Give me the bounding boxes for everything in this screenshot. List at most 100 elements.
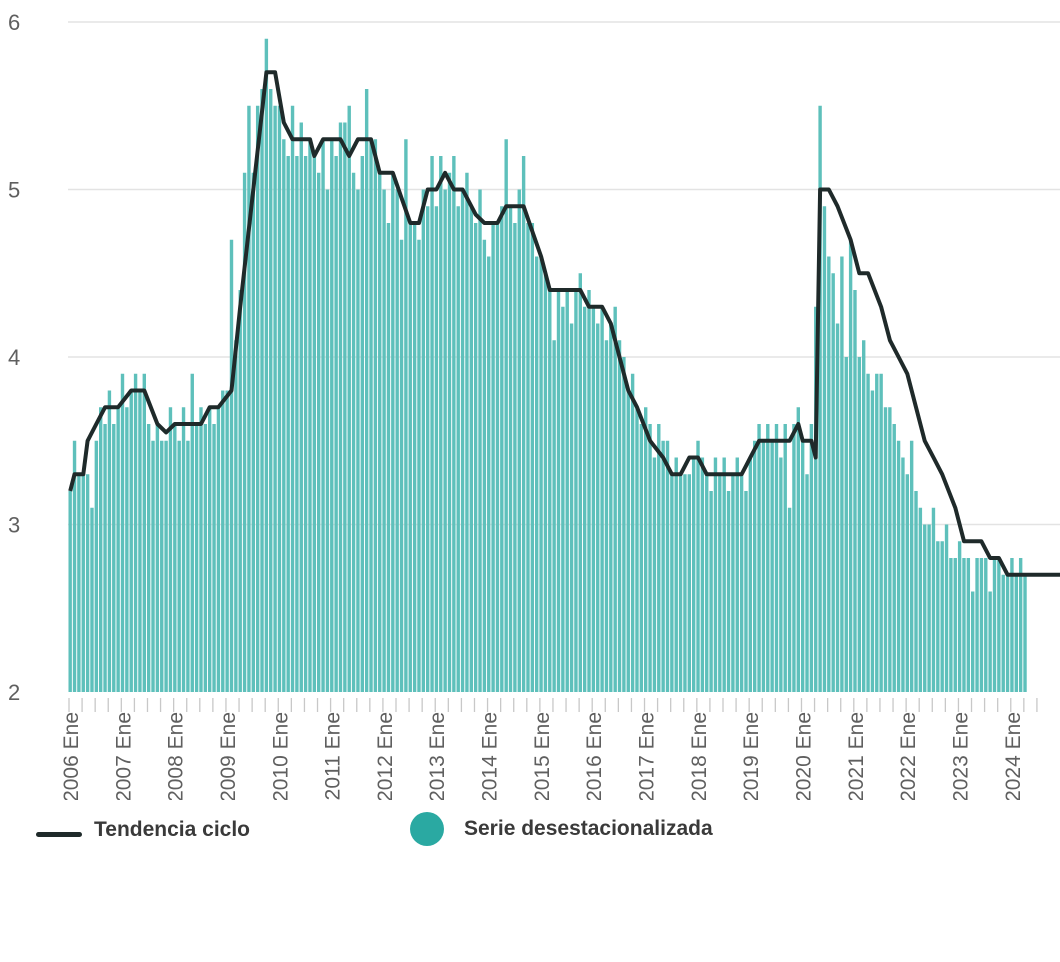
bar [1010, 558, 1014, 692]
bar [565, 290, 569, 692]
bar [652, 457, 657, 692]
x-tick-label: 2015 Ene [531, 712, 554, 800]
bar [582, 306, 587, 692]
bar [796, 407, 800, 692]
bar [552, 340, 556, 692]
bar [644, 407, 648, 692]
bar [238, 290, 242, 692]
bar [325, 189, 330, 692]
bar [138, 390, 142, 692]
bar [766, 424, 770, 692]
bar [630, 373, 635, 692]
bar [421, 189, 426, 692]
bar [160, 440, 164, 692]
bar [556, 290, 561, 692]
bar [713, 457, 718, 692]
bar [726, 491, 731, 692]
x-tick-label: 2014 Ene [479, 712, 502, 800]
bar [992, 558, 997, 692]
bar [473, 223, 478, 692]
bar [356, 189, 360, 692]
bar [753, 440, 757, 692]
bar [408, 223, 412, 692]
bar [495, 223, 500, 692]
bar [770, 440, 774, 692]
bar [521, 156, 526, 692]
bar [822, 206, 827, 692]
bar [469, 206, 473, 692]
x-tick-label: 2023 Ene [949, 712, 972, 800]
bar [783, 424, 787, 692]
bar [439, 156, 443, 692]
bar [330, 139, 334, 692]
bar [574, 290, 578, 692]
bar [657, 424, 661, 692]
bar [208, 407, 212, 692]
bar [805, 474, 809, 692]
bar [443, 189, 447, 692]
bar [744, 491, 748, 692]
x-tick-label: 2013 Ene [426, 712, 449, 800]
bar [936, 541, 940, 692]
bar [225, 390, 229, 692]
bar [918, 507, 923, 692]
bar [827, 256, 831, 692]
bar [260, 89, 264, 692]
legend-item-serie: Serie desestacionalizada [410, 812, 714, 847]
bar [434, 206, 439, 692]
bar [491, 223, 495, 692]
bar [168, 407, 173, 692]
bar [120, 373, 125, 692]
bar [774, 424, 779, 692]
bar [888, 407, 892, 692]
bar [478, 189, 482, 692]
bar [957, 541, 962, 692]
bar [587, 290, 591, 692]
bar [456, 206, 460, 692]
bar [255, 105, 260, 692]
bar [1005, 574, 1010, 692]
bar [639, 424, 644, 692]
bar [116, 407, 120, 692]
bar [68, 491, 72, 692]
bar [203, 424, 208, 692]
y-tick-label: 3 [8, 513, 20, 538]
bar [269, 89, 273, 692]
bar [539, 256, 543, 692]
bar [517, 189, 521, 692]
bar [617, 340, 622, 692]
bar [814, 306, 818, 692]
bar [905, 474, 909, 692]
x-tick-label: 2009 Ene [217, 712, 240, 800]
bar [670, 474, 674, 692]
bar [487, 256, 491, 692]
bar [691, 457, 696, 692]
bar [112, 424, 116, 692]
bar [151, 440, 155, 692]
bar [761, 440, 766, 692]
bar [909, 440, 914, 692]
x-tick-label: 2006 Ene [60, 712, 83, 800]
bar [295, 156, 299, 692]
bar [334, 156, 338, 692]
bar [251, 172, 255, 692]
bar [465, 172, 469, 692]
bar [212, 424, 216, 692]
bar [848, 239, 853, 692]
bar [748, 457, 753, 692]
bar [264, 38, 269, 692]
bar [705, 474, 709, 692]
x-tick-label: 2008 Ene [165, 712, 188, 800]
bar [513, 223, 517, 692]
bar [709, 491, 713, 692]
bar [1014, 574, 1018, 692]
bar [596, 323, 600, 692]
bar [81, 474, 85, 692]
bar [862, 340, 866, 692]
bar [382, 189, 386, 692]
bar [984, 558, 988, 692]
bar [622, 357, 626, 692]
bar [234, 340, 238, 692]
bar [391, 172, 395, 692]
